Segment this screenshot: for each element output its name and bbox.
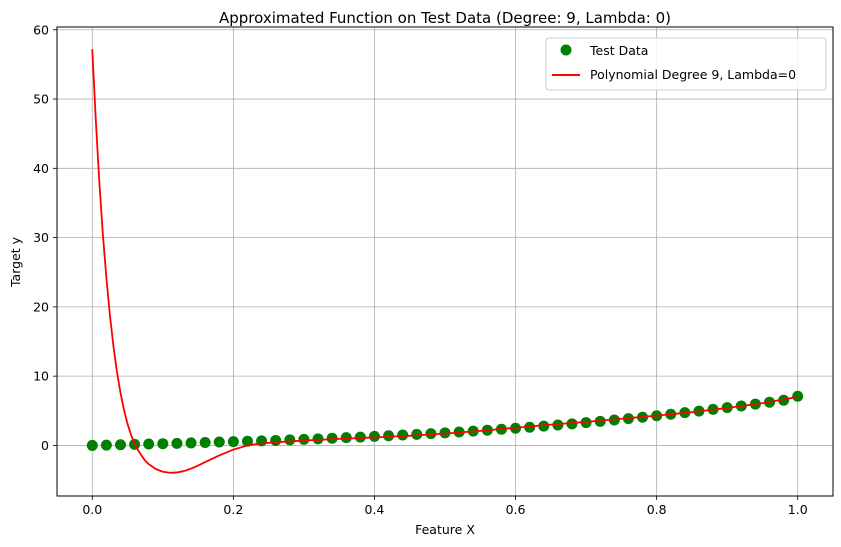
- axes-frame: [56, 26, 834, 497]
- y-tick-label: 50: [33, 92, 49, 107]
- legend-label-test-data: Test Data: [589, 43, 648, 58]
- scatter-point: [100, 439, 112, 451]
- x-tick-label: 0.8: [647, 502, 667, 517]
- scatter-point: [792, 390, 804, 402]
- y-axis-label: Target y: [8, 236, 23, 288]
- scatter-point: [326, 432, 338, 444]
- scatter-point: [340, 432, 352, 444]
- scatter-point: [114, 439, 126, 451]
- scatter-point: [411, 428, 423, 440]
- scatter-point: [298, 433, 310, 445]
- scatter-point: [270, 434, 282, 446]
- y-tick-label: 60: [33, 22, 49, 37]
- legend: Test Data Polynomial Degree 9, Lambda=0: [545, 37, 827, 91]
- x-tick-label: 0.0: [82, 502, 102, 517]
- scatter-point: [171, 437, 183, 449]
- y-tick-label: 10: [33, 369, 49, 384]
- ticks: 0.0 0.2 0.4 0.6 0.8 1.0 0 10 20 30 40 50 60: [33, 22, 808, 517]
- scatter-point: [397, 429, 409, 441]
- legend-box: [545, 37, 827, 91]
- scatter-point: [213, 436, 225, 448]
- grid: [57, 27, 833, 496]
- scatter-point: [284, 434, 296, 446]
- x-tick-label: 0.6: [506, 502, 526, 517]
- scatter-point: [86, 439, 98, 451]
- legend-marker-test-data: [560, 44, 572, 56]
- scatter-point: [185, 437, 197, 449]
- x-tick-label: 0.4: [365, 502, 385, 517]
- scatter-point: [368, 430, 380, 442]
- plot-series: [86, 49, 804, 474]
- scatter-point: [157, 438, 169, 450]
- y-tick-label: 40: [33, 161, 49, 176]
- plot-area: [86, 49, 804, 474]
- y-tick-label: 20: [33, 299, 49, 314]
- y-tick-label: 0: [41, 438, 49, 453]
- x-axis-label: Feature X: [415, 522, 475, 537]
- scatter-point: [199, 437, 211, 449]
- x-tick-label: 1.0: [788, 502, 808, 517]
- fit-line: [91, 49, 798, 474]
- x-tick-label: 0.2: [223, 502, 243, 517]
- scatter-point: [312, 433, 324, 445]
- scatter-point: [143, 438, 155, 450]
- chart-title: Approximated Function on Test Data (Degr…: [219, 9, 671, 27]
- scatter-point: [227, 436, 239, 448]
- scatter-point: [241, 435, 253, 447]
- scatter-point: [383, 430, 395, 442]
- legend-label-polynomial: Polynomial Degree 9, Lambda=0: [590, 67, 796, 82]
- y-tick-label: 30: [33, 230, 49, 245]
